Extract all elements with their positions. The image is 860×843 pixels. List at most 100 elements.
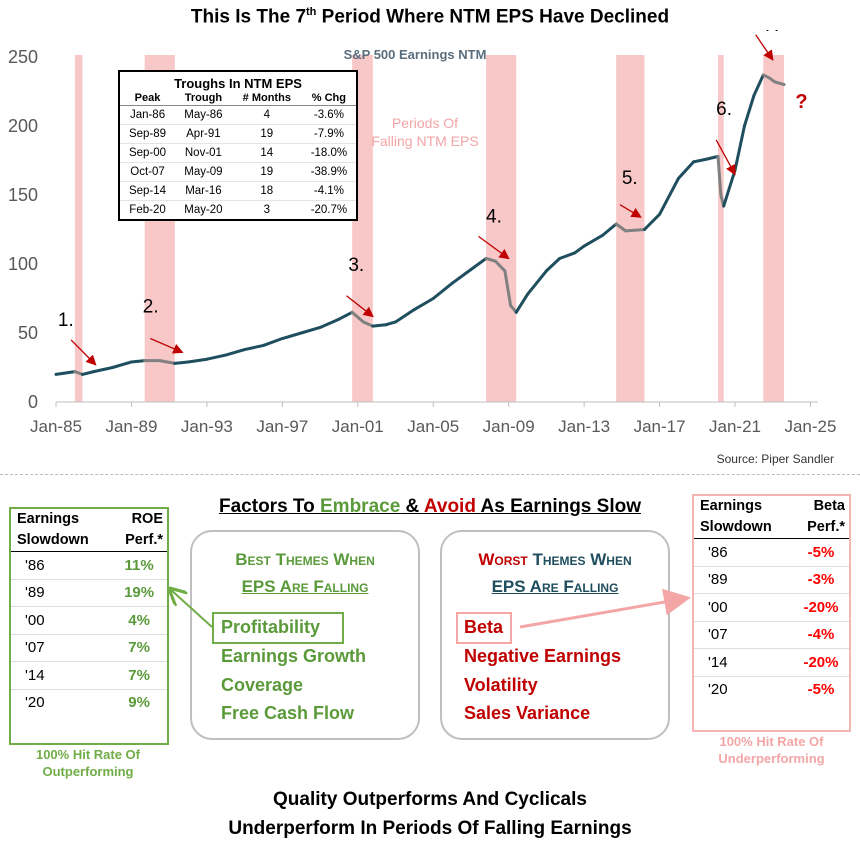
eps-line-segment: [452, 270, 471, 284]
troughs-cell: May-20: [175, 201, 232, 220]
eps-line-segment: [339, 312, 352, 319]
best-theme-item: Free Cash Flow: [221, 699, 354, 727]
period-annotation: 2.: [143, 296, 159, 317]
x-tick-label: Jan-89: [105, 417, 157, 436]
eps-line-segment: [82, 372, 93, 375]
slowdown-year: '07: [694, 621, 793, 649]
slowdown-year: '07: [11, 634, 111, 662]
eps-line-segment: [735, 126, 744, 170]
perf-value: -20%: [793, 649, 849, 677]
troughs-cell: Sep-89: [120, 125, 175, 144]
troughs-cell: 19: [232, 125, 302, 144]
period-annotation: 4.: [486, 207, 502, 228]
slowdown-year: '20: [11, 689, 111, 716]
best-themes-subheading: EPS Are Falling: [192, 573, 418, 600]
chart-title: This Is The 7th Period Where NTM EPS Hav…: [0, 6, 860, 28]
troughs-cell: Sep-00: [120, 144, 175, 163]
shade-label-line: Falling NTM EPS: [371, 133, 478, 149]
troughs-cell: May-09: [175, 163, 232, 182]
eps-line-segment: [188, 359, 207, 362]
x-tick-label: Jan-01: [332, 417, 384, 436]
slowdown-year: '20: [694, 676, 793, 703]
x-tick-label: Jan-09: [483, 417, 535, 436]
troughs-table-title: Troughs In NTM EPS: [120, 72, 356, 91]
divider: [0, 474, 860, 475]
eps-line-segment: [744, 96, 753, 126]
table-row: '89-3%: [694, 566, 849, 594]
best-theme-item: Earnings Growth: [221, 642, 366, 670]
y-tick-label: 0: [28, 392, 38, 412]
eps-line-segment: [282, 333, 301, 339]
eps-line-segment: [660, 178, 679, 214]
slowdown-year: '86: [694, 539, 793, 567]
eps-line-segment: [560, 253, 575, 259]
slowdown-year: '00: [11, 607, 111, 635]
perf-value: 9%: [111, 689, 167, 716]
perf-value: 19%: [111, 579, 167, 607]
best-themes-heading: Best Themes When: [192, 546, 418, 573]
title-rest: Period Where NTM EPS Have Declined: [316, 6, 669, 27]
troughs-cell: Apr-91: [175, 125, 232, 144]
title-main: This Is The 7: [191, 6, 306, 27]
roe-header-slowdown: Earnings Slowdown: [11, 509, 111, 552]
troughs-header: Trough: [175, 91, 232, 106]
x-tick-label: Jan-93: [181, 417, 233, 436]
best-theme-item: Coverage: [221, 671, 303, 699]
table-row: '86-5%: [694, 539, 849, 567]
eps-line-segment: [301, 327, 320, 333]
eps-line-segment: [320, 319, 339, 327]
period-annotation: 1.: [58, 310, 74, 331]
eps-line-segment: [396, 310, 415, 322]
beta-hit-rate-note: 100% Hit Rate Of Underperforming: [694, 733, 849, 767]
eps-line-segment: [94, 368, 113, 372]
slowdown-year: '89: [11, 579, 111, 607]
eps-line-segment: [373, 325, 386, 326]
eps-line-segment: [546, 258, 559, 270]
beta-table-box: Earnings Slowdown Beta Perf.* '86-5%'89-…: [692, 494, 851, 732]
troughs-header: # Months: [232, 91, 302, 106]
conclusion-line-1: Quality Outperforms And Cyclicals: [0, 785, 860, 814]
perf-value: 7%: [111, 634, 167, 662]
eps-line-segment: [516, 294, 527, 312]
eps-line-segment: [707, 156, 718, 159]
eps-line-segment: [433, 283, 452, 298]
eps-line-segment: [678, 162, 693, 179]
worst-themes-heading: Worst Themes When: [442, 546, 668, 573]
roe-hit-rate-note: 100% Hit Rate Of Outperforming: [10, 746, 166, 780]
perf-value: -5%: [793, 676, 849, 703]
slowdown-year: '14: [11, 662, 111, 690]
period-annotation: 6.: [716, 99, 732, 120]
conclusion: Quality Outperforms And Cyclicals Underp…: [0, 785, 860, 843]
title-superscript: th: [306, 6, 316, 18]
eps-line-segment: [113, 362, 132, 368]
perf-value: 7%: [111, 662, 167, 690]
x-tick-label: Jan-21: [709, 417, 761, 436]
decline-period-shade: [763, 55, 784, 402]
eps-line-segment: [754, 75, 763, 96]
troughs-cell: 19: [232, 163, 302, 182]
troughs-header: % Chg: [302, 91, 356, 106]
x-tick-label: Jan-13: [558, 417, 610, 436]
x-tick-label: Jan-85: [30, 417, 82, 436]
perf-value: -4%: [793, 621, 849, 649]
perf-value: 4%: [111, 607, 167, 635]
period-annotation: 3.: [348, 255, 364, 276]
period-annotation: ?: [795, 91, 807, 113]
table-row: '07-4%: [694, 621, 849, 649]
x-tick-label: Jan-05: [407, 417, 459, 436]
x-tick-label: Jan-17: [634, 417, 686, 436]
worst-theme-item: Beta: [464, 613, 503, 641]
perf-value: 11%: [111, 552, 167, 580]
y-tick-label: 100: [8, 254, 38, 274]
